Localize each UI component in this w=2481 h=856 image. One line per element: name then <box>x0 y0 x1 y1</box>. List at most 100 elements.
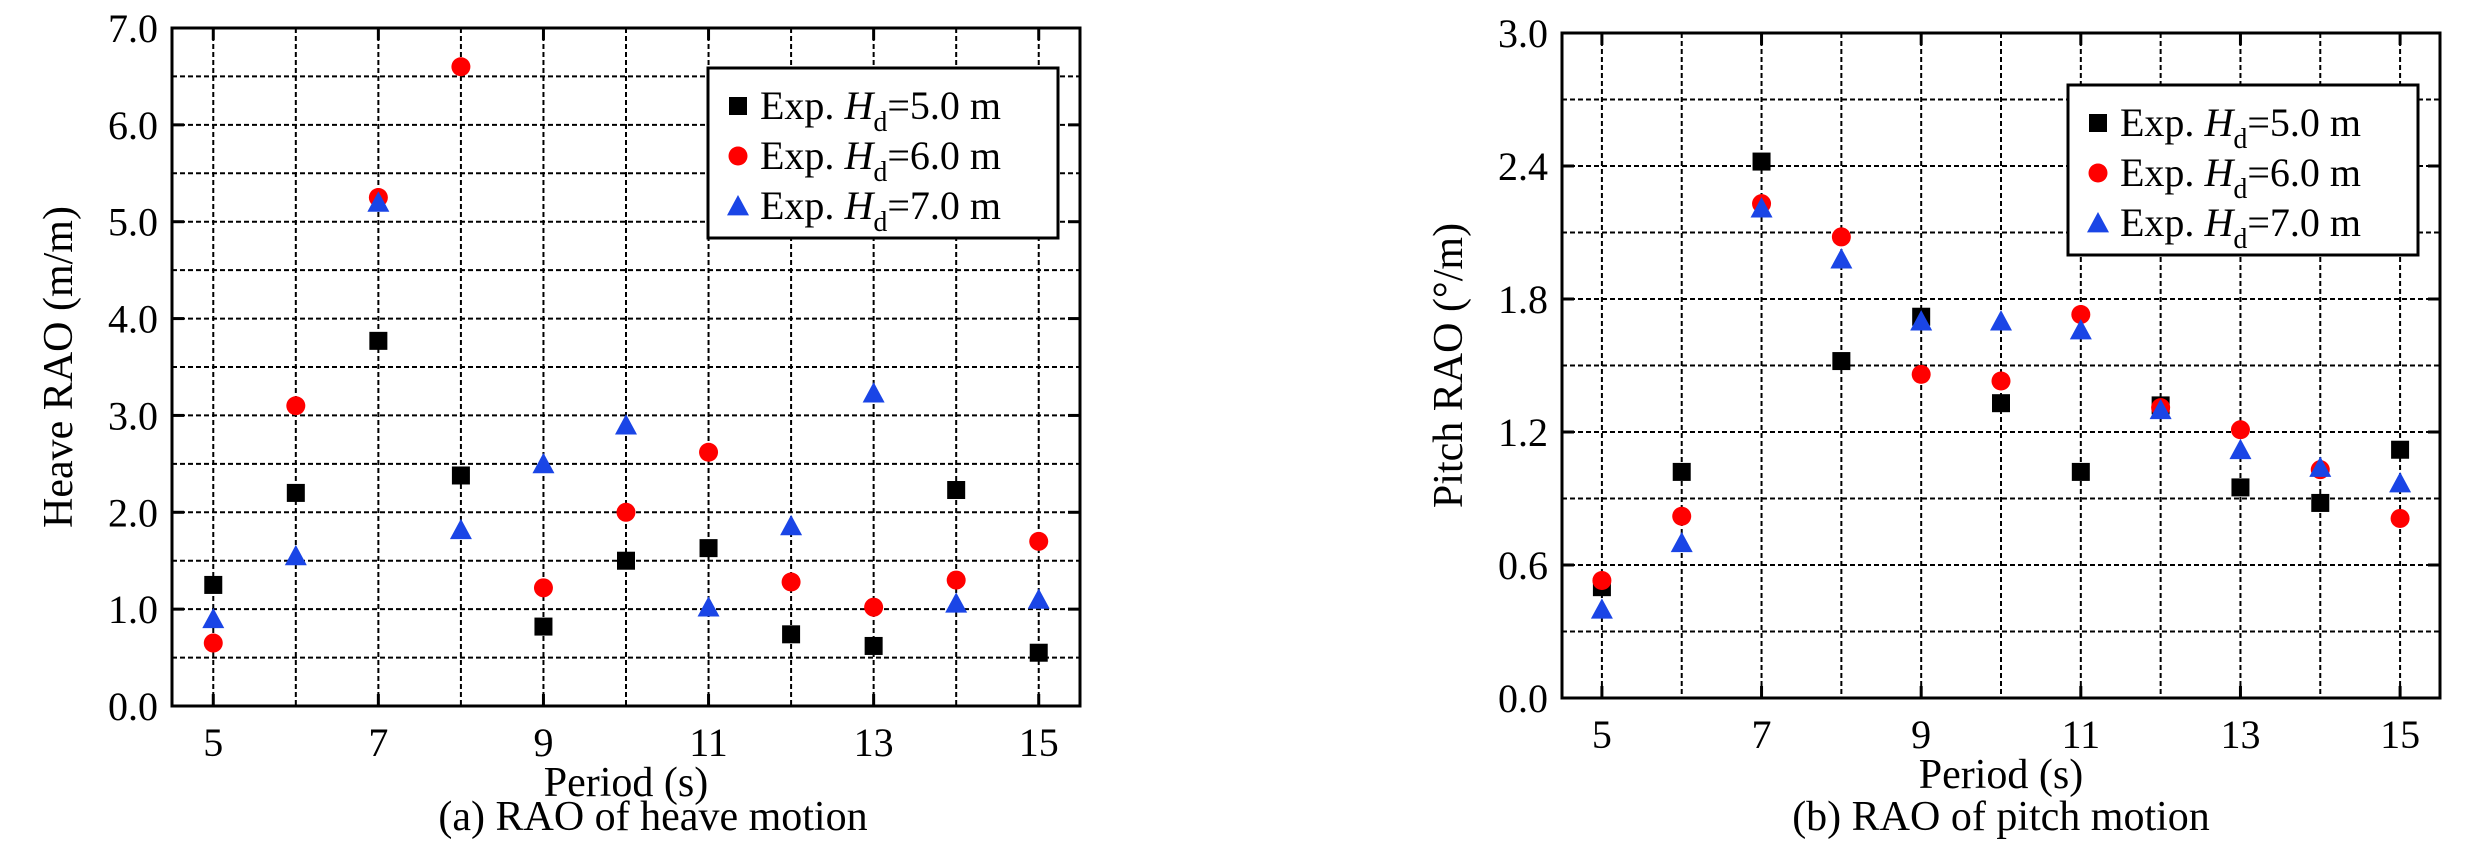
legend-label: Exp. Hd=6.0 m <box>760 133 1001 188</box>
marker-circle <box>1831 227 1851 247</box>
y-tick-label: 2.0 <box>108 490 158 535</box>
marker-circle <box>1029 531 1049 551</box>
y-tick-label: 2.4 <box>1498 144 1548 189</box>
marker-triangle <box>2389 471 2412 493</box>
marker-square <box>947 481 966 500</box>
x-tick-label: 15 <box>1019 720 1059 765</box>
legend-label: Exp. Hd=7.0 m <box>760 183 1001 238</box>
marker-triangle <box>2309 456 2332 477</box>
marker-triangle <box>2087 212 2109 233</box>
series-triangle <box>1590 197 2412 619</box>
y-tick-label: 0.0 <box>108 684 158 729</box>
marker-square <box>1672 462 1691 481</box>
legend-label: Exp. Hd=7.0 m <box>2120 200 2361 255</box>
marker-triangle <box>1990 310 2012 331</box>
marker-circle <box>699 442 719 462</box>
marker-circle <box>203 633 223 653</box>
marker-circle <box>533 578 553 598</box>
marker-square <box>369 331 388 350</box>
marker-square <box>2391 440 2410 459</box>
legend-label: Exp. Hd=6.0 m <box>2120 150 2361 205</box>
y-tick-label: 0.6 <box>1498 543 1548 588</box>
marker-square <box>617 551 635 570</box>
marker-circle <box>1911 364 1931 384</box>
marker-circle <box>616 502 636 522</box>
marker-triangle <box>945 592 968 613</box>
marker-square <box>864 636 883 655</box>
plot-frame <box>170 26 1082 708</box>
marker-square <box>2231 478 2250 497</box>
x-axis-label: Period (s) <box>544 760 708 806</box>
marker-square <box>286 483 305 502</box>
chart-caption: (b) RAO of pitch motion <box>1792 794 2210 840</box>
marker-square <box>2071 462 2090 481</box>
x-tick-label: 15 <box>2380 712 2420 757</box>
marker-triangle <box>1670 531 1693 553</box>
y-tick-label: 1.0 <box>108 587 158 632</box>
y-tick-label: 5.0 <box>108 200 158 245</box>
x-tick-label: 5 <box>1592 712 1612 757</box>
y-tick-label: 1.2 <box>1498 410 1548 455</box>
marker-square <box>1992 394 2010 413</box>
legend-label: Exp. Hd=5.0 m <box>760 83 1001 138</box>
y-axis-label: Heave RAO (m/m) <box>36 206 82 528</box>
marker-square <box>1752 152 1771 171</box>
marker-square <box>699 539 718 558</box>
marker-triangle <box>202 607 225 629</box>
x-tick-label: 13 <box>854 720 894 765</box>
marker-circle <box>1991 371 2011 391</box>
marker-triangle <box>697 596 720 617</box>
marker-square <box>534 617 553 636</box>
series-square <box>204 331 1048 662</box>
marker-triangle <box>449 518 472 540</box>
y-tick-label: 3.0 <box>108 393 158 438</box>
marker-triangle <box>2229 438 2252 460</box>
marker-circle <box>2071 305 2091 325</box>
marker-triangle <box>1910 310 1933 331</box>
marker-triangle <box>2149 398 2172 420</box>
x-tick-label: 9 <box>1911 712 1931 757</box>
x-tick-label: 11 <box>689 720 728 765</box>
x-tick-label: 7 <box>368 720 388 765</box>
marker-triangle <box>367 191 390 212</box>
marker-triangle <box>2069 319 2092 340</box>
marker-triangle <box>284 544 307 566</box>
marker-circle <box>864 597 884 617</box>
series-triangle <box>202 191 1050 629</box>
marker-square <box>729 97 747 115</box>
x-axis-label: Period (s) <box>1919 752 2083 798</box>
marker-triangle <box>862 382 885 403</box>
marker-triangle <box>1750 197 1773 218</box>
marker-circle <box>946 570 966 590</box>
legend-box <box>2066 83 2420 257</box>
marker-circle <box>1592 571 1612 591</box>
x-tick-label: 11 <box>2062 712 2101 757</box>
marker-square <box>1832 352 1851 371</box>
marker-triangle <box>780 514 803 536</box>
marker-circle <box>728 146 748 166</box>
pitch-rao-chart: 0.0 0.6 1.2 1.8 2.4 3.0 5 7 9 11 13 15 Period (s) Pit… <box>1426 11 2442 840</box>
y-tick-label: 6.0 <box>108 103 158 148</box>
series-square <box>1592 152 2410 597</box>
marker-triangle <box>532 452 555 474</box>
x-tick-label: 9 <box>533 720 553 765</box>
marker-square <box>204 575 223 594</box>
marker-circle <box>2088 163 2108 183</box>
marker-circle <box>1672 506 1692 526</box>
marker-circle <box>286 396 306 416</box>
y-tick-label: 0.0 <box>1498 676 1548 721</box>
y-axis-label: Pitch RAO (°/m) <box>1426 223 1472 508</box>
marker-circle <box>451 57 471 77</box>
x-tick-label: 13 <box>2220 712 2260 757</box>
marker-square <box>2089 114 2107 132</box>
x-tick-label: 5 <box>203 720 223 765</box>
x-tick-label: 7 <box>1752 712 1772 757</box>
marker-triangle <box>1830 248 1853 269</box>
marker-square <box>451 466 470 485</box>
marker-square <box>2311 493 2330 512</box>
legend-label: Exp. Hd=5.0 m <box>2120 100 2361 155</box>
marker-circle <box>781 572 801 592</box>
